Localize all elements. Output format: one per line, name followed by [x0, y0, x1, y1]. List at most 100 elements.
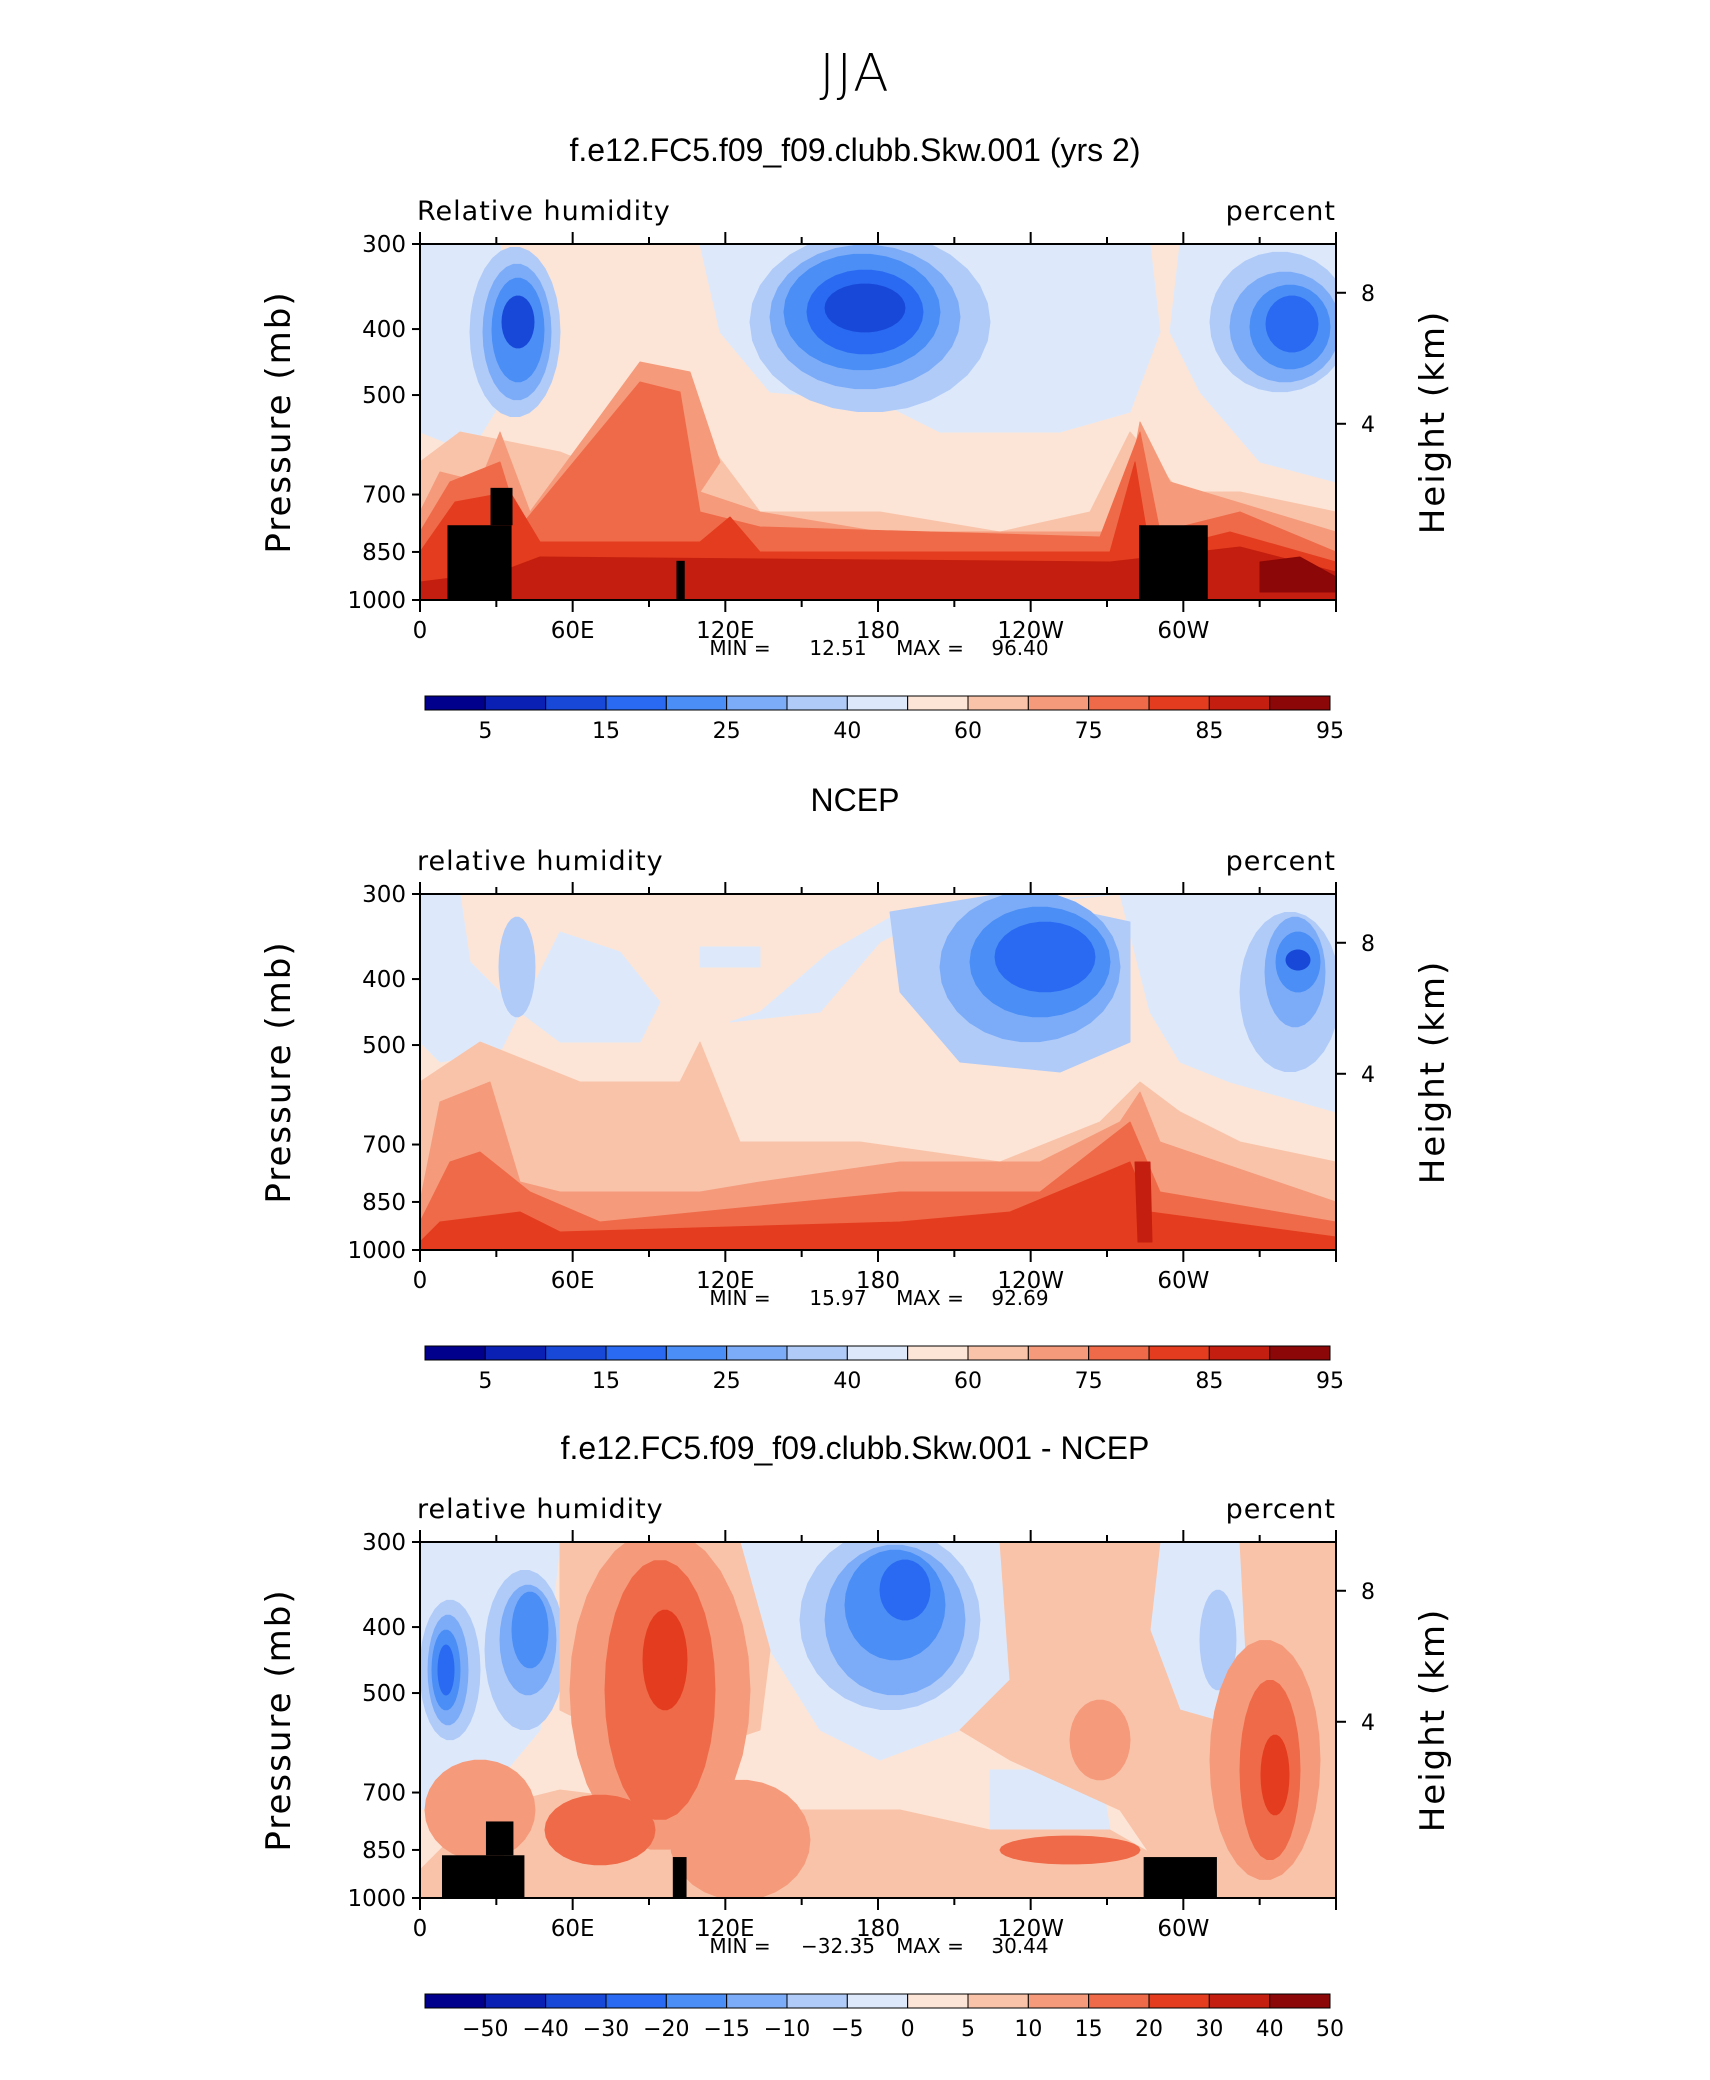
contour-region: [1134, 1161, 1153, 1243]
contour-region: [1260, 1734, 1290, 1816]
y2-tick-label: 8: [1361, 932, 1375, 957]
y-tick-label: 700: [362, 483, 406, 509]
colorbar-box: [967, 695, 1029, 711]
colorbar-box: [1148, 1993, 1210, 2009]
colorbar-label: 75: [1075, 1369, 1103, 1394]
contour-region: [498, 916, 536, 1018]
colorbar-box: [1088, 1345, 1150, 1361]
panel-difference: f.e12.FC5.f09_f09.clubb.Skw.001 - NCEP 3…: [0, 1430, 1710, 2080]
colorbar-label: −30: [583, 2017, 629, 2042]
colorbar-box: [605, 1993, 667, 2009]
y2-axis-title: Height (km): [1413, 960, 1453, 1185]
colorbar-label: 15: [592, 1369, 620, 1394]
y2-tick-label: 4: [1361, 1063, 1375, 1088]
colorbar-box: [665, 1993, 728, 2009]
colorbar-box: [1208, 1993, 1271, 2009]
colorbar-label: 25: [713, 719, 741, 744]
contour-region: [1285, 949, 1311, 971]
colorbar-label: 95: [1316, 1369, 1344, 1394]
land-mask: [1139, 525, 1208, 600]
colorbar-box: [967, 1993, 1029, 2009]
colorbar-box: [1088, 695, 1150, 711]
max-value: 30.44: [991, 1934, 1048, 1958]
colorbar-label: 40: [833, 1369, 861, 1394]
contour-region: [879, 1559, 931, 1621]
y2-axis-title: Height (km): [1413, 310, 1453, 535]
variable-label: relative humidity: [417, 1494, 664, 1525]
contour-region: [999, 1835, 1141, 1865]
y-tick-label: 400: [362, 967, 406, 993]
colorbar-label: −20: [643, 2017, 689, 2042]
land-mask: [490, 487, 513, 526]
contour-field: [420, 244, 1336, 600]
colorbar-label: 95: [1316, 719, 1344, 744]
x-tick-label: 180: [856, 1268, 900, 1294]
colorbar-box: [1269, 695, 1331, 711]
colorbar-box: [605, 1345, 667, 1361]
colorbar: 5 15 25 40 60 75 85 95: [424, 695, 1344, 744]
x-tick-label: 60W: [1157, 618, 1209, 644]
colorbar-label: 40: [1256, 2017, 1284, 2042]
contour-region: [424, 1759, 536, 1861]
y2-tick-label: 4: [1361, 1711, 1375, 1736]
variable-label: Relative humidity: [417, 196, 671, 227]
colorbar-box: [846, 695, 909, 711]
figure-title: JJA: [819, 44, 891, 104]
colorbar-box: [846, 1345, 909, 1361]
colorbar-label: 75: [1075, 719, 1103, 744]
colorbar-label: 0: [901, 2017, 915, 2042]
colorbar-label: 85: [1195, 719, 1223, 744]
contour-field: [420, 1542, 1336, 1898]
y-tick-label: 700: [362, 1133, 406, 1159]
x-tick-label: 180: [856, 618, 900, 644]
colorbar-box: [1027, 1993, 1090, 2009]
min-value: 12.51: [809, 636, 866, 660]
contour-region: [994, 921, 1096, 993]
y-tick-label: 400: [362, 317, 406, 343]
colorbar-box: [1269, 1345, 1331, 1361]
y-tick-label: 700: [362, 1781, 406, 1807]
x-tick-label: 120E: [696, 1916, 754, 1942]
colorbar-label: 25: [713, 1369, 741, 1394]
colorbar-label: 60: [954, 1369, 982, 1394]
colorbar-box: [726, 695, 788, 711]
y-tick-label: 500: [362, 383, 406, 409]
colorbar-box: [1208, 1345, 1271, 1361]
max-label: MAX =: [896, 636, 964, 660]
contour-field: [420, 894, 1336, 1250]
y-axis-title: Pressure (mb): [259, 1588, 299, 1851]
colorbar-label: 15: [1075, 2017, 1103, 2042]
colorbar-label: −5: [831, 2017, 863, 2042]
y-tick-label: 1000: [347, 1886, 406, 1912]
panel-title: NCEP: [810, 782, 900, 818]
min-value: 15.97: [809, 1286, 866, 1310]
colorbar-box: [846, 1993, 909, 2009]
colorbar-box: [484, 695, 547, 711]
colorbar-label: 85: [1195, 1369, 1223, 1394]
y-tick-label: 1000: [347, 1238, 406, 1264]
variable-label: relative humidity: [417, 846, 664, 877]
y-tick-label: 400: [362, 1615, 406, 1641]
y-axis-title: Pressure (mb): [259, 940, 299, 1203]
x-tick-label: 120W: [997, 1268, 1064, 1294]
contour-region: [699, 946, 761, 968]
colorbar-box: [786, 695, 848, 711]
min-label: MIN =: [709, 1934, 770, 1958]
colorbar-box: [424, 1993, 486, 2009]
y-tick-label: 300: [362, 1530, 406, 1556]
y-tick-label: 500: [362, 1681, 406, 1707]
land-mask: [441, 1855, 525, 1898]
colorbar-box: [545, 1993, 607, 2009]
colorbar-box: [907, 695, 969, 711]
min-value: −32.35: [801, 1934, 875, 1958]
colorbar-label: −50: [462, 2017, 508, 2042]
y-axis-title: Pressure (mb): [259, 290, 299, 553]
x-tick-label: 60W: [1157, 1916, 1209, 1942]
land-mask: [672, 1857, 687, 1898]
y-tick-label: 1000: [347, 588, 406, 614]
